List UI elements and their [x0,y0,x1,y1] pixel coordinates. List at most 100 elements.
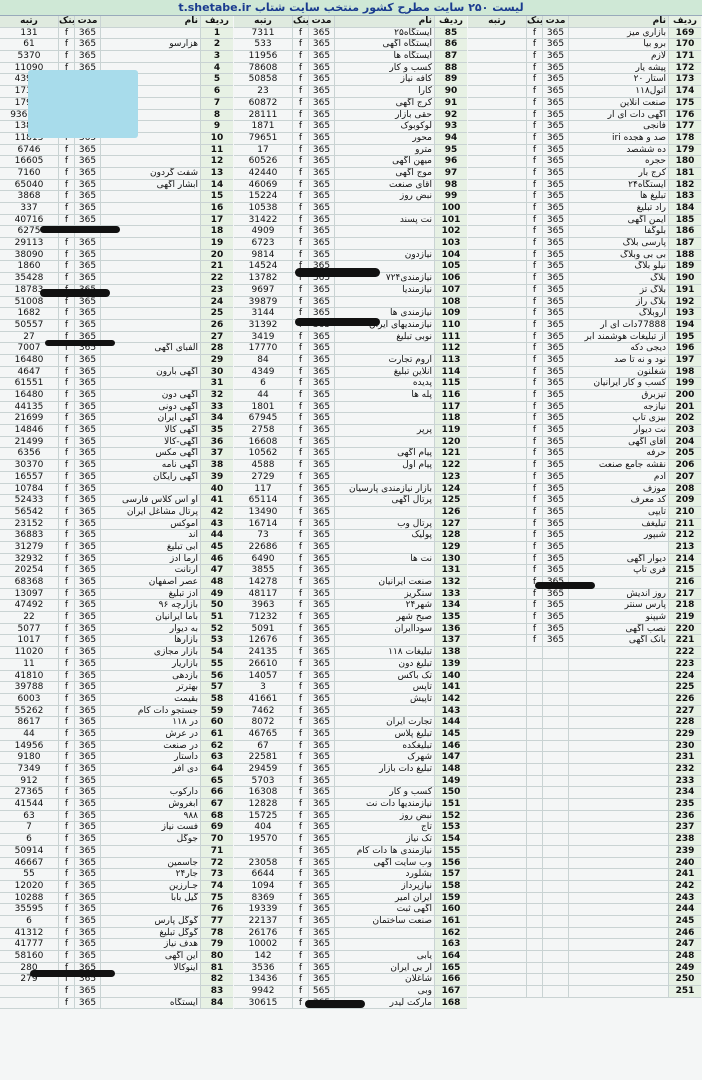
cell-num: 212 [668,530,701,541]
cell-days: 365 [74,390,100,401]
cell-rank: 58160 [14,951,44,961]
cell-rank [468,542,526,553]
table-row: f 365 حرفه 205 [468,448,701,461]
cell-rank [468,28,526,39]
cell-num: 99 [434,191,467,202]
cell-days: 365 [308,810,334,822]
cell-rank: 6644 [251,869,275,880]
cell-num: 178 [668,132,701,144]
cell-link: f [526,86,542,97]
cell-rank: 63 [23,810,35,821]
cell-name: جستجو دات کام [100,705,200,717]
cell-days: 365 [308,506,334,518]
cell-rank [468,308,526,319]
cell-link: f [292,752,308,763]
cell-days [542,764,568,775]
table-row: 67945 f 365 118 [234,413,467,426]
cell-rank: 32932 [14,553,44,564]
header-num: ردیف [668,16,701,27]
cell-link: f [292,167,308,179]
cell-num: 189 [668,261,701,273]
table-row: 23152 f 365 اموکس 43 [0,518,233,531]
cell-days: 365 [308,658,334,670]
table-row: f 365 استار ۲۰ 173 [468,74,701,87]
cell-num: 16 [200,203,233,214]
cell-days: 365 [74,51,100,62]
table-row: 15224 f 365 نبض روز 99 [234,191,467,203]
cell-name [100,51,200,62]
cell-days: 365 [308,857,334,869]
cell-name [568,541,668,553]
table-row: 41544 f 365 ابغروش 67 [0,799,233,811]
cell-num: 172 [668,62,701,74]
cell-name [334,296,434,308]
cell-num: 17 [200,214,233,226]
cell-rank [468,986,526,997]
cell-link: f [292,740,308,752]
cell-link: f [292,214,308,226]
cell-link: f [292,962,308,974]
cell-num: 105 [434,261,467,273]
cell-num: 27 [200,331,233,343]
cell-days: 365 [308,799,334,810]
cell-name: کارا [334,86,434,97]
cell-days: 365 [74,436,100,448]
cell-num: 35 [200,425,233,436]
cell-name [568,986,668,997]
cell-days: 365 [542,635,568,647]
cell-link [526,787,542,799]
cell-name [334,238,434,249]
cell-days: 365 [74,647,100,658]
cell-days: 365 [308,693,334,705]
cell-name [568,752,668,763]
cell-days: 365 [308,670,334,682]
cell-num: 140 [434,670,467,682]
cell-name: باما ایرانیان [100,612,200,623]
cell-days: 365 [74,810,100,822]
cell-days: 365 [308,904,334,915]
cell-link: f [292,401,308,413]
cell-days: 365 [74,705,100,717]
table-row: 243 [468,892,701,905]
cell-name: آگهی بارون [100,366,200,378]
cell-name: بازارچه ۹۶ [100,600,200,612]
cell-rank: 6746 [17,144,41,155]
cell-name: کافه نیاز [334,74,434,86]
redaction-mark [535,582,595,589]
cell-num: 149 [434,775,467,787]
cell-days: 365 [74,892,100,904]
cell-link: f [292,425,308,436]
cell-rank: 6490 [251,553,275,564]
cell-days: 365 [308,612,334,623]
table-row: 3868 f 365 15 [0,191,233,203]
cell-name: پرتال وب [334,518,434,530]
table-row: 6723 f 365 103 [234,238,467,250]
cell-num: 139 [434,658,467,670]
cell-name: نوبی تبلیغ [334,331,434,343]
cell-name: الفبای آگهی [100,343,200,354]
cell-rank: 15224 [248,191,278,202]
cell-num: 251 [668,986,701,997]
cell-link [526,717,542,728]
table-row: 47492 f 365 بازارچه ۹۶ 50 [0,600,233,613]
header-link: لینک [58,16,74,27]
cell-name [100,845,200,857]
cell-rank [468,928,526,939]
cell-name: این آگهی [100,951,200,962]
cell-days: 365 [542,109,568,121]
cell-link [526,915,542,927]
table-row: 533 f 365 ایستگاه آگهی 86 [234,39,467,52]
header-rank: رتبه [488,16,506,26]
cell-num: 235 [668,799,701,810]
cell-days: 365 [74,308,100,319]
table-row: 7 f 365 فست نیاز 69 [0,822,233,835]
cell-num: 170 [668,39,701,51]
header-days: مدت [308,16,334,27]
cell-days: 365 [74,764,100,775]
cell-days: 365 [542,612,568,623]
cell-days: 365 [542,565,568,576]
cell-num: 177 [668,121,701,132]
cell-num: 223 [668,658,701,670]
cell-link: f [58,51,74,62]
cell-link: f [58,799,74,810]
